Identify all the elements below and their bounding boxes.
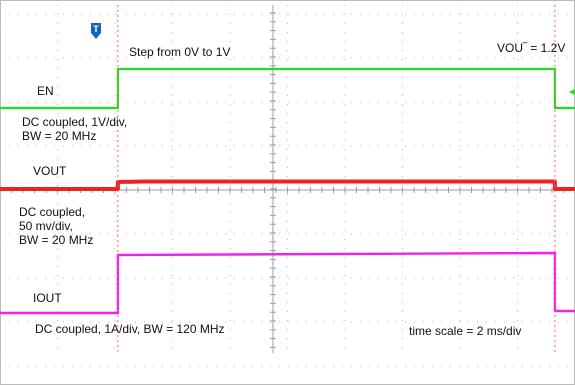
traces: [0, 67, 575, 315]
trace-en: [0, 67, 575, 110]
en-channel-label: EN: [37, 84, 54, 98]
trace-iout: [0, 251, 575, 315]
time-scale-label: time scale = 2 ms/div: [409, 324, 522, 338]
trigger-icon-shape: [91, 23, 101, 39]
iout-channel-label: IOUT: [33, 291, 62, 305]
markers: T: [91, 5, 575, 353]
vout-level-label: VOU‾ = 1.2V: [497, 41, 566, 55]
en-offset-arrow-icon: [569, 89, 575, 95]
en-step-label: Step from 0V to 1V: [129, 45, 231, 59]
trigger-icon: T: [91, 23, 101, 39]
vout-coupling-label: DC coupled, 50 mv/div, BW = 20 MHz: [19, 205, 94, 247]
trace-vout: [0, 179, 575, 191]
trigger-icon-letter: T: [93, 24, 99, 34]
en-coupling-label: DC coupled, 1V/div, BW = 20 MHz: [22, 115, 128, 143]
iout-coupling-label: DC coupled, 1A/div, BW = 120 MHz: [35, 322, 225, 336]
vout-channel-label: VOUT: [33, 164, 67, 178]
